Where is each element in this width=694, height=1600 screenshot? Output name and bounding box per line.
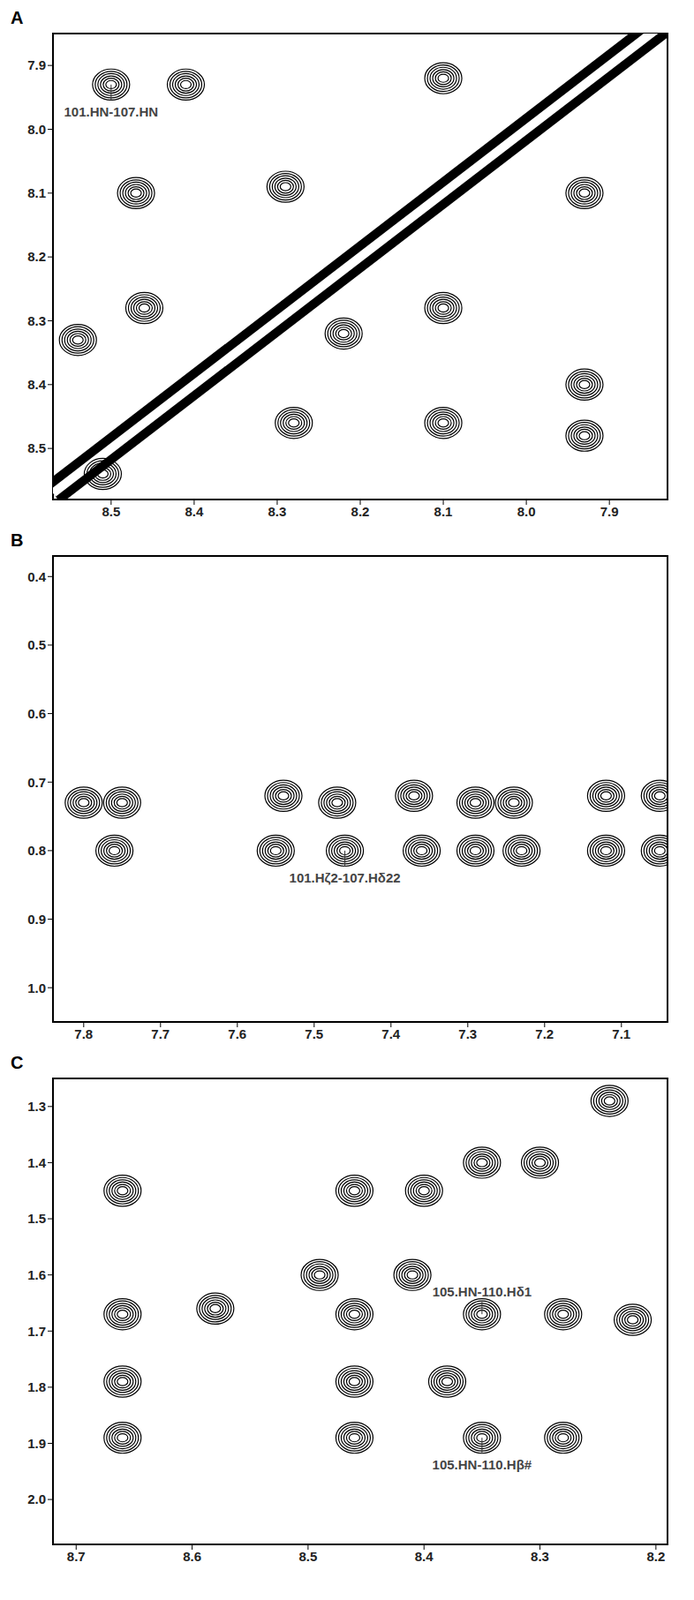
html-text:A: A (10, 7, 24, 28)
svg-text:0.6: 0.6 (27, 706, 46, 722)
svg-text:1.6: 1.6 (27, 1267, 46, 1283)
svg-text:8.3: 8.3 (27, 313, 46, 329)
svg-text:8.0: 8.0 (517, 504, 536, 520)
svg-text:8.0: 8.0 (27, 121, 46, 137)
svg-text:0.4: 0.4 (27, 569, 47, 585)
svg-text:8.5: 8.5 (101, 504, 121, 520)
svg-text:7.7: 7.7 (150, 1026, 170, 1042)
html-text:C: C (10, 1053, 24, 1073)
svg-text:8.3: 8.3 (268, 504, 287, 520)
svg-text:7.5: 7.5 (304, 1026, 324, 1042)
svg-text:7.8: 7.8 (74, 1026, 93, 1042)
svg-text:1.0: 1.0 (27, 980, 46, 996)
svg-text:8.4: 8.4 (27, 377, 47, 393)
svg-text:105.HN-110.Hδ1: 105.HN-110.Hδ1 (432, 1284, 533, 1300)
svg-text:0.5: 0.5 (27, 637, 46, 653)
svg-text:0.7: 0.7 (27, 775, 46, 791)
svg-text:7.2: 7.2 (535, 1026, 554, 1042)
svg-text:1.5: 1.5 (27, 1211, 46, 1227)
svg-text:105.HN-110.Hβ#: 105.HN-110.Hβ# (432, 1457, 533, 1473)
svg-text:0.9: 0.9 (27, 912, 46, 928)
svg-text:1.9: 1.9 (27, 1436, 46, 1452)
svg-text:8.1: 8.1 (434, 504, 453, 520)
svg-text:1.4: 1.4 (27, 1155, 47, 1171)
svg-text:8.2: 8.2 (351, 504, 370, 520)
svg-text:1.8: 1.8 (27, 1380, 46, 1396)
svg-text:8.2: 8.2 (27, 248, 46, 265)
svg-text:8.3: 8.3 (530, 1549, 550, 1565)
svg-text:8.1: 8.1 (27, 185, 46, 201)
svg-text:8.5: 8.5 (298, 1549, 317, 1565)
svg-text:0.8: 0.8 (27, 843, 46, 859)
svg-text:2.0: 2.0 (27, 1492, 46, 1508)
svg-text:8.6: 8.6 (182, 1549, 202, 1565)
svg-text:8.5: 8.5 (27, 440, 46, 456)
svg-text:7.4: 7.4 (381, 1026, 401, 1042)
svg-text:7.9: 7.9 (27, 57, 46, 73)
html-text:B: B (10, 530, 24, 551)
svg-text:7.9: 7.9 (600, 504, 619, 520)
svg-text:8.2: 8.2 (646, 1549, 665, 1565)
svg-text:101.HN-107.HN: 101.HN-107.HN (63, 104, 159, 120)
svg-text:101.Hζ2-107.Hδ22: 101.Hζ2-107.Hδ22 (289, 870, 401, 886)
svg-text:8.7: 8.7 (67, 1549, 86, 1565)
svg-text:7.1: 7.1 (611, 1026, 631, 1042)
svg-text:1.3: 1.3 (27, 1099, 46, 1115)
svg-text:8.4: 8.4 (184, 504, 204, 520)
svg-text:7.3: 7.3 (458, 1026, 477, 1042)
svg-text:8.4: 8.4 (414, 1549, 435, 1565)
svg-text:1.7: 1.7 (27, 1324, 46, 1340)
svg-text:7.6: 7.6 (227, 1026, 247, 1042)
